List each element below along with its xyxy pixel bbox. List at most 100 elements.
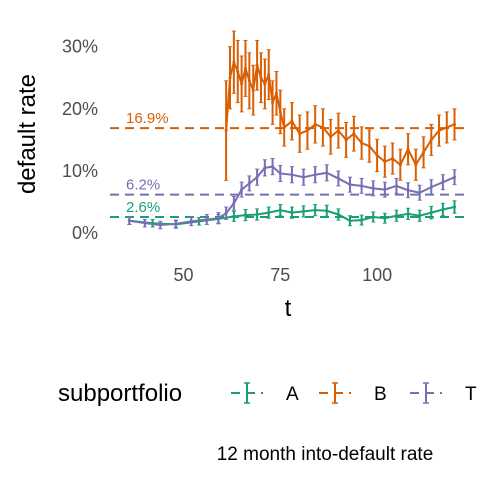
legend-item-A: A (231, 382, 299, 405)
data-point (360, 184, 364, 188)
data-point (189, 219, 193, 223)
data-point (453, 205, 457, 209)
data-point (232, 201, 236, 205)
data-point (371, 186, 375, 190)
legend-title: subportfolio (58, 380, 182, 407)
reference-line-label: 6.2% (126, 177, 160, 194)
data-point (375, 153, 379, 157)
data-point (329, 135, 333, 139)
reference-line-label: 2.6% (126, 199, 160, 216)
data-point (127, 219, 131, 223)
data-point (255, 63, 259, 67)
data-point (232, 60, 236, 64)
data-point (336, 129, 340, 133)
series-line (129, 165, 455, 227)
data-point (313, 208, 317, 212)
legend-label: T (465, 384, 477, 405)
data-point (371, 215, 375, 219)
legend: subportfolio A B T (58, 380, 477, 407)
data-point (255, 212, 259, 216)
data-point (278, 208, 282, 212)
data-point (418, 191, 422, 195)
data-point (267, 211, 271, 215)
data-point (367, 144, 371, 148)
data-point (437, 129, 441, 133)
data-point (278, 171, 282, 175)
reference-lines: 16.9% 6.2% 2.6% (110, 110, 465, 218)
data-point (348, 219, 352, 223)
data-point (271, 165, 275, 169)
data-point (263, 82, 267, 86)
y-tick-label: 10% (62, 161, 98, 181)
series-layer (127, 30, 457, 230)
data-point (453, 122, 457, 126)
data-point (278, 110, 282, 114)
data-point (255, 175, 259, 179)
data-point (313, 122, 317, 126)
data-point (325, 171, 329, 175)
data-point (391, 157, 395, 161)
data-point (302, 209, 306, 213)
data-point (247, 79, 251, 83)
data-point (290, 119, 294, 123)
data-point (259, 76, 263, 80)
data-point (240, 188, 244, 192)
data-point (236, 70, 240, 74)
data-point (271, 101, 275, 105)
data-point (441, 180, 445, 184)
data-point (422, 150, 426, 154)
data-point (453, 175, 457, 179)
data-point (441, 208, 445, 212)
data-point (398, 163, 402, 167)
y-tick-label: 30% (62, 37, 98, 57)
data-point (429, 138, 433, 142)
data-point (305, 129, 309, 133)
y-axis-title: default rate (14, 74, 41, 194)
data-point (232, 214, 236, 218)
data-point (336, 212, 340, 216)
data-point (240, 82, 244, 86)
data-point (290, 211, 294, 215)
data-point (267, 73, 271, 77)
data-point (274, 91, 278, 95)
data-point (406, 188, 410, 192)
reference-line-label: 16.9% (126, 110, 169, 127)
legend-label: B (374, 384, 387, 405)
legend-label: A (286, 384, 299, 405)
data-point (158, 223, 162, 227)
data-point (336, 176, 340, 180)
x-axis-title: t (285, 295, 292, 322)
data-point (243, 213, 247, 217)
legend-item-B: B (319, 382, 387, 405)
data-point (414, 163, 418, 167)
data-point (224, 211, 228, 215)
data-point (352, 132, 356, 136)
data-point (344, 138, 348, 142)
data-point (302, 175, 306, 179)
data-point (394, 214, 398, 218)
data-point (429, 185, 433, 189)
chart-caption: 12 month into-default rate (217, 444, 434, 465)
data-point (325, 209, 329, 213)
data-point (247, 181, 251, 185)
data-point (282, 125, 286, 129)
series-T (127, 158, 457, 230)
x-tick-label: 50 (174, 265, 194, 285)
x-tick-label: 75 (270, 265, 290, 285)
data-point (418, 214, 422, 218)
data-point (445, 125, 449, 129)
data-point (406, 212, 410, 216)
data-point (394, 184, 398, 188)
data-point (383, 216, 387, 220)
data-point (383, 188, 387, 192)
data-point (313, 173, 317, 177)
data-point (360, 218, 364, 222)
data-point (321, 125, 325, 129)
data-point (251, 88, 255, 92)
data-point (228, 76, 232, 80)
data-point (143, 221, 147, 225)
data-point (429, 211, 433, 215)
data-point (224, 129, 228, 133)
data-point (298, 132, 302, 136)
